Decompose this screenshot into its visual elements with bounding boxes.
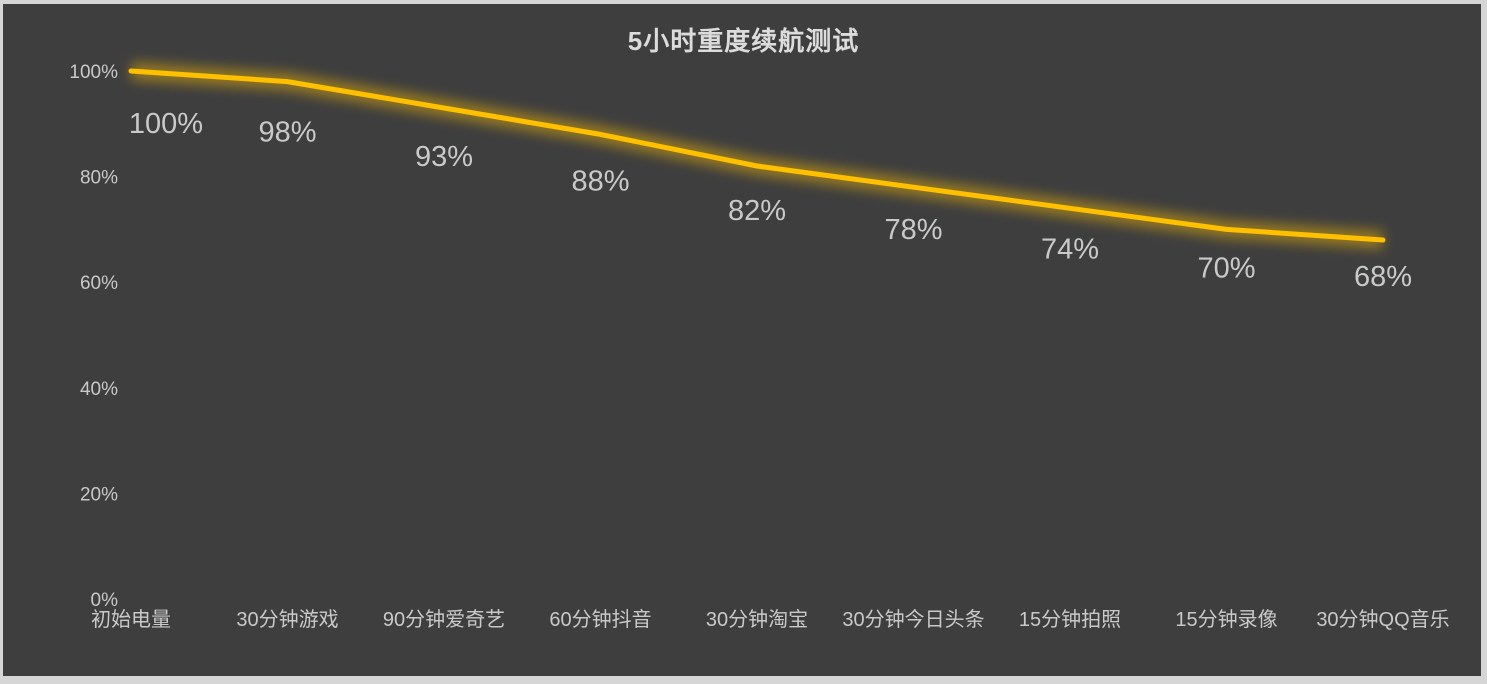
x-axis-category-label: 初始电量 [91, 608, 171, 631]
y-axis-tick-label: 100% [69, 62, 118, 83]
x-axis: 初始电量 30分钟游戏 90分钟爱奇艺 60分钟抖音 30分钟淘宝 30分钟今日头条 15分… [91, 608, 1450, 631]
x-axis-category-label: 15分钟拍照 [1019, 608, 1121, 631]
data-labels: 100% 98% 93% 88% 82% 78% 74% 70% 68% [129, 108, 1412, 293]
data-point-label: 68% [1354, 261, 1412, 293]
x-axis-category-label: 60分钟抖音 [549, 608, 651, 631]
y-axis-tick-label: 60% [80, 273, 118, 294]
x-axis-category-label: 90分钟爱奇艺 [383, 608, 505, 631]
y-axis: 0% 20% 40% 60% 80% 100% [69, 62, 118, 611]
chart-title: 5小时重度续航测试 [627, 26, 860, 56]
x-axis-category-label: 30分钟游戏 [236, 608, 338, 631]
y-axis-tick-label: 20% [80, 484, 118, 505]
x-axis-category-label: 15分钟录像 [1175, 608, 1277, 631]
data-point-label: 98% [258, 117, 316, 149]
chart-background-panel [3, 4, 1481, 676]
battery-series [128, 62, 1386, 249]
data-point-label: 74% [1041, 233, 1099, 265]
data-point-label: 93% [415, 141, 473, 173]
x-axis-category-label: 30分钟QQ音乐 [1316, 608, 1449, 631]
data-point-label: 100% [129, 108, 203, 140]
x-axis-category-label: 30分钟淘宝 [706, 608, 808, 631]
x-axis-category-label: 30分钟今日头条 [842, 608, 984, 631]
y-axis-tick-label: 80% [80, 168, 118, 189]
y-axis-tick-label: 40% [80, 379, 118, 400]
data-point-label: 82% [728, 195, 786, 227]
data-point-label: 88% [571, 165, 629, 197]
data-point-label: 70% [1197, 252, 1255, 284]
battery-line [128, 68, 1386, 243]
y-axis-tick-label: 0% [91, 590, 119, 611]
data-point-label: 78% [884, 214, 942, 246]
